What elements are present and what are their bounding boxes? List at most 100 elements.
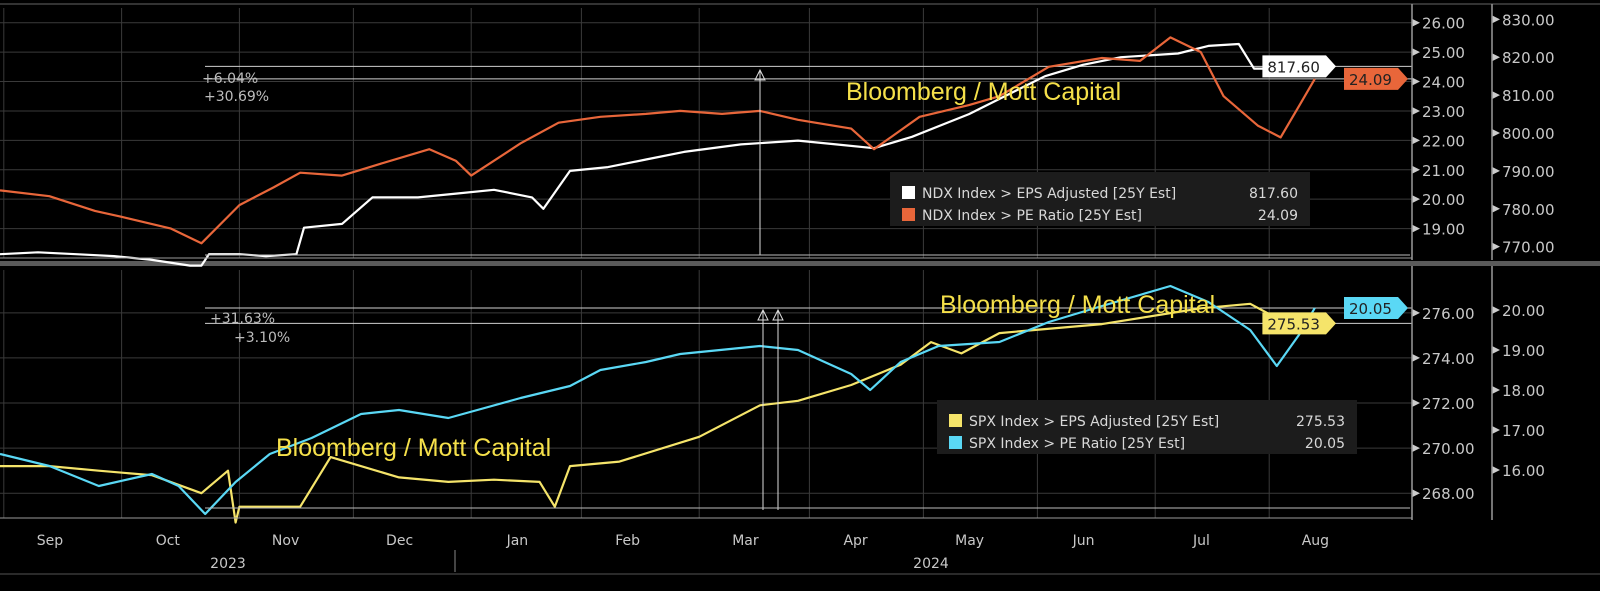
tick-marker [1412, 399, 1420, 408]
left-axis-tick-label: 274.00 [1422, 350, 1475, 368]
x-axis-month-label: Jul [1192, 533, 1210, 549]
legend-label: SPX Index > EPS Adjusted [25Y Est] [969, 414, 1219, 430]
series-line-ndx-eps [0, 42, 1315, 267]
left-axis-tick-label: 25.00 [1422, 44, 1465, 62]
tick-marker [1412, 224, 1420, 233]
watermark: Bloomberg / Mott Capital [940, 291, 1215, 319]
tick-marker [1412, 18, 1420, 27]
series-line-spx-pe [0, 284, 1316, 516]
tick-marker [1492, 15, 1500, 24]
arrow-up-icon [754, 68, 766, 81]
tick-marker [1492, 466, 1500, 474]
panel-separator [0, 261, 1600, 266]
annotation-pct: +6.04% [202, 71, 258, 87]
right-axis-tick-label: 18.00 [1502, 382, 1545, 400]
annotation-pct: +3.10% [234, 330, 290, 346]
legend-swatch [949, 414, 962, 427]
x-axis-month-label: Feb [615, 533, 640, 549]
tick-marker [1412, 48, 1420, 57]
legend-swatch [902, 208, 915, 221]
tick-marker [1492, 306, 1500, 314]
panel-frames [0, 3, 1600, 266]
legend-value: 817.60 [1249, 186, 1298, 202]
x-axis-month-label: Jun [1072, 533, 1095, 549]
x-axis-month-label: Jan [506, 533, 529, 549]
overlays: 817.60 24.09 NDX Index > EPS Adjusted [25Y… [202, 55, 1410, 510]
tick-marker [1492, 386, 1500, 394]
x-axis-year-label: 2024 [913, 556, 949, 572]
last-value-label: 817.60 [1267, 58, 1320, 76]
tick-marker [1412, 353, 1420, 362]
x-axis-year-label: 2023 [210, 556, 246, 572]
tick-marker [1492, 166, 1500, 175]
reference-lines [205, 65, 1412, 324]
x-axis-month-label: Mar [732, 533, 759, 549]
x-axis-month-label: Aug [1302, 533, 1329, 549]
last-value-tag [1262, 312, 1336, 335]
legend-label: NDX Index > EPS Adjusted [25Y Est] [922, 186, 1176, 202]
watermark: Bloomberg / Mott Capital [846, 78, 1121, 106]
x-axis-month-label: Apr [843, 533, 867, 549]
tick-marker [1492, 129, 1500, 137]
tick-marker [1412, 308, 1420, 317]
x-axis-month-label: Sep [37, 533, 64, 549]
legend-value: 275.53 [1296, 414, 1345, 430]
arrow-up-icon [772, 308, 784, 321]
x-axis-month-label: May [955, 533, 984, 549]
tick-marker [1412, 165, 1420, 174]
right-axis-tick-label: 17.00 [1502, 422, 1545, 440]
tick-marker [1412, 444, 1420, 453]
x-axis-month-label: Dec [386, 533, 413, 549]
right-axis-tick-label: 810.00 [1502, 87, 1555, 105]
legend-value: 24.09 [1258, 208, 1298, 224]
series-lines [0, 36, 1316, 524]
last-value-tag [1344, 297, 1408, 319]
left-axis-tick-label: 26.00 [1422, 15, 1465, 33]
watermark: Bloomberg / Mott Capital [276, 434, 551, 462]
last-value-label: 275.53 [1267, 315, 1320, 333]
tick-marker [1412, 77, 1420, 86]
tick-marker [1492, 91, 1500, 100]
tick-marker [1412, 136, 1420, 145]
tick-marker [1492, 204, 1500, 213]
left-axis-tick-label: 272.00 [1422, 395, 1475, 413]
right-axis-tick-label: 770.00 [1502, 239, 1555, 257]
left-axis-tick-label: 268.00 [1422, 485, 1475, 503]
tick-marker [1412, 489, 1420, 498]
annotation-pct: +30.69% [204, 89, 269, 105]
left-axis-tick-label: 21.00 [1422, 162, 1465, 180]
series-line-spx-eps [0, 302, 1315, 524]
right-axis-tick-label: 800.00 [1502, 125, 1555, 143]
legend-swatch [949, 436, 962, 449]
right-axis-tick-label: 16.00 [1502, 462, 1545, 480]
legend-box [890, 172, 1310, 226]
left-axis-tick-label: 20.00 [1422, 191, 1465, 209]
last-value-tag [1262, 55, 1336, 78]
last-value-label: 24.09 [1349, 71, 1392, 89]
arrow-up-icon [757, 308, 769, 321]
right-axis-tick-label: 20.00 [1502, 302, 1545, 320]
legend-label: NDX Index > PE Ratio [25Y Est] [922, 208, 1142, 224]
right-axis-tick-label: 19.00 [1502, 342, 1545, 360]
right-axis-tick-label: 820.00 [1502, 49, 1555, 67]
legend-value: 20.05 [1305, 436, 1345, 452]
axes: 19.00 20.00 21.00 22.00 23.00 24.00 25.00 26.00… [0, 4, 1600, 575]
legend-swatch [902, 186, 915, 199]
tick-marker [1492, 53, 1500, 62]
tick-marker [1412, 195, 1420, 204]
x-axis-month-label: Oct [156, 533, 181, 549]
right-axis-tick-label: 790.00 [1502, 163, 1555, 181]
series-line-ndx-pe [0, 36, 1316, 245]
left-axis-tick-label: 270.00 [1422, 440, 1475, 458]
last-value-label: 20.05 [1349, 300, 1392, 318]
tick-marker [1492, 426, 1500, 434]
tick-marker [1492, 242, 1500, 251]
left-axis-tick-label: 276.00 [1422, 305, 1475, 323]
left-axis-tick-label: 24.00 [1422, 74, 1465, 92]
tick-marker [1412, 106, 1420, 115]
legend-box [937, 400, 1357, 454]
right-axis-tick-label: 830.00 [1502, 11, 1555, 29]
legend-label: SPX Index > PE Ratio [25Y Est] [969, 436, 1185, 452]
x-axis-month-label: Nov [272, 533, 299, 549]
